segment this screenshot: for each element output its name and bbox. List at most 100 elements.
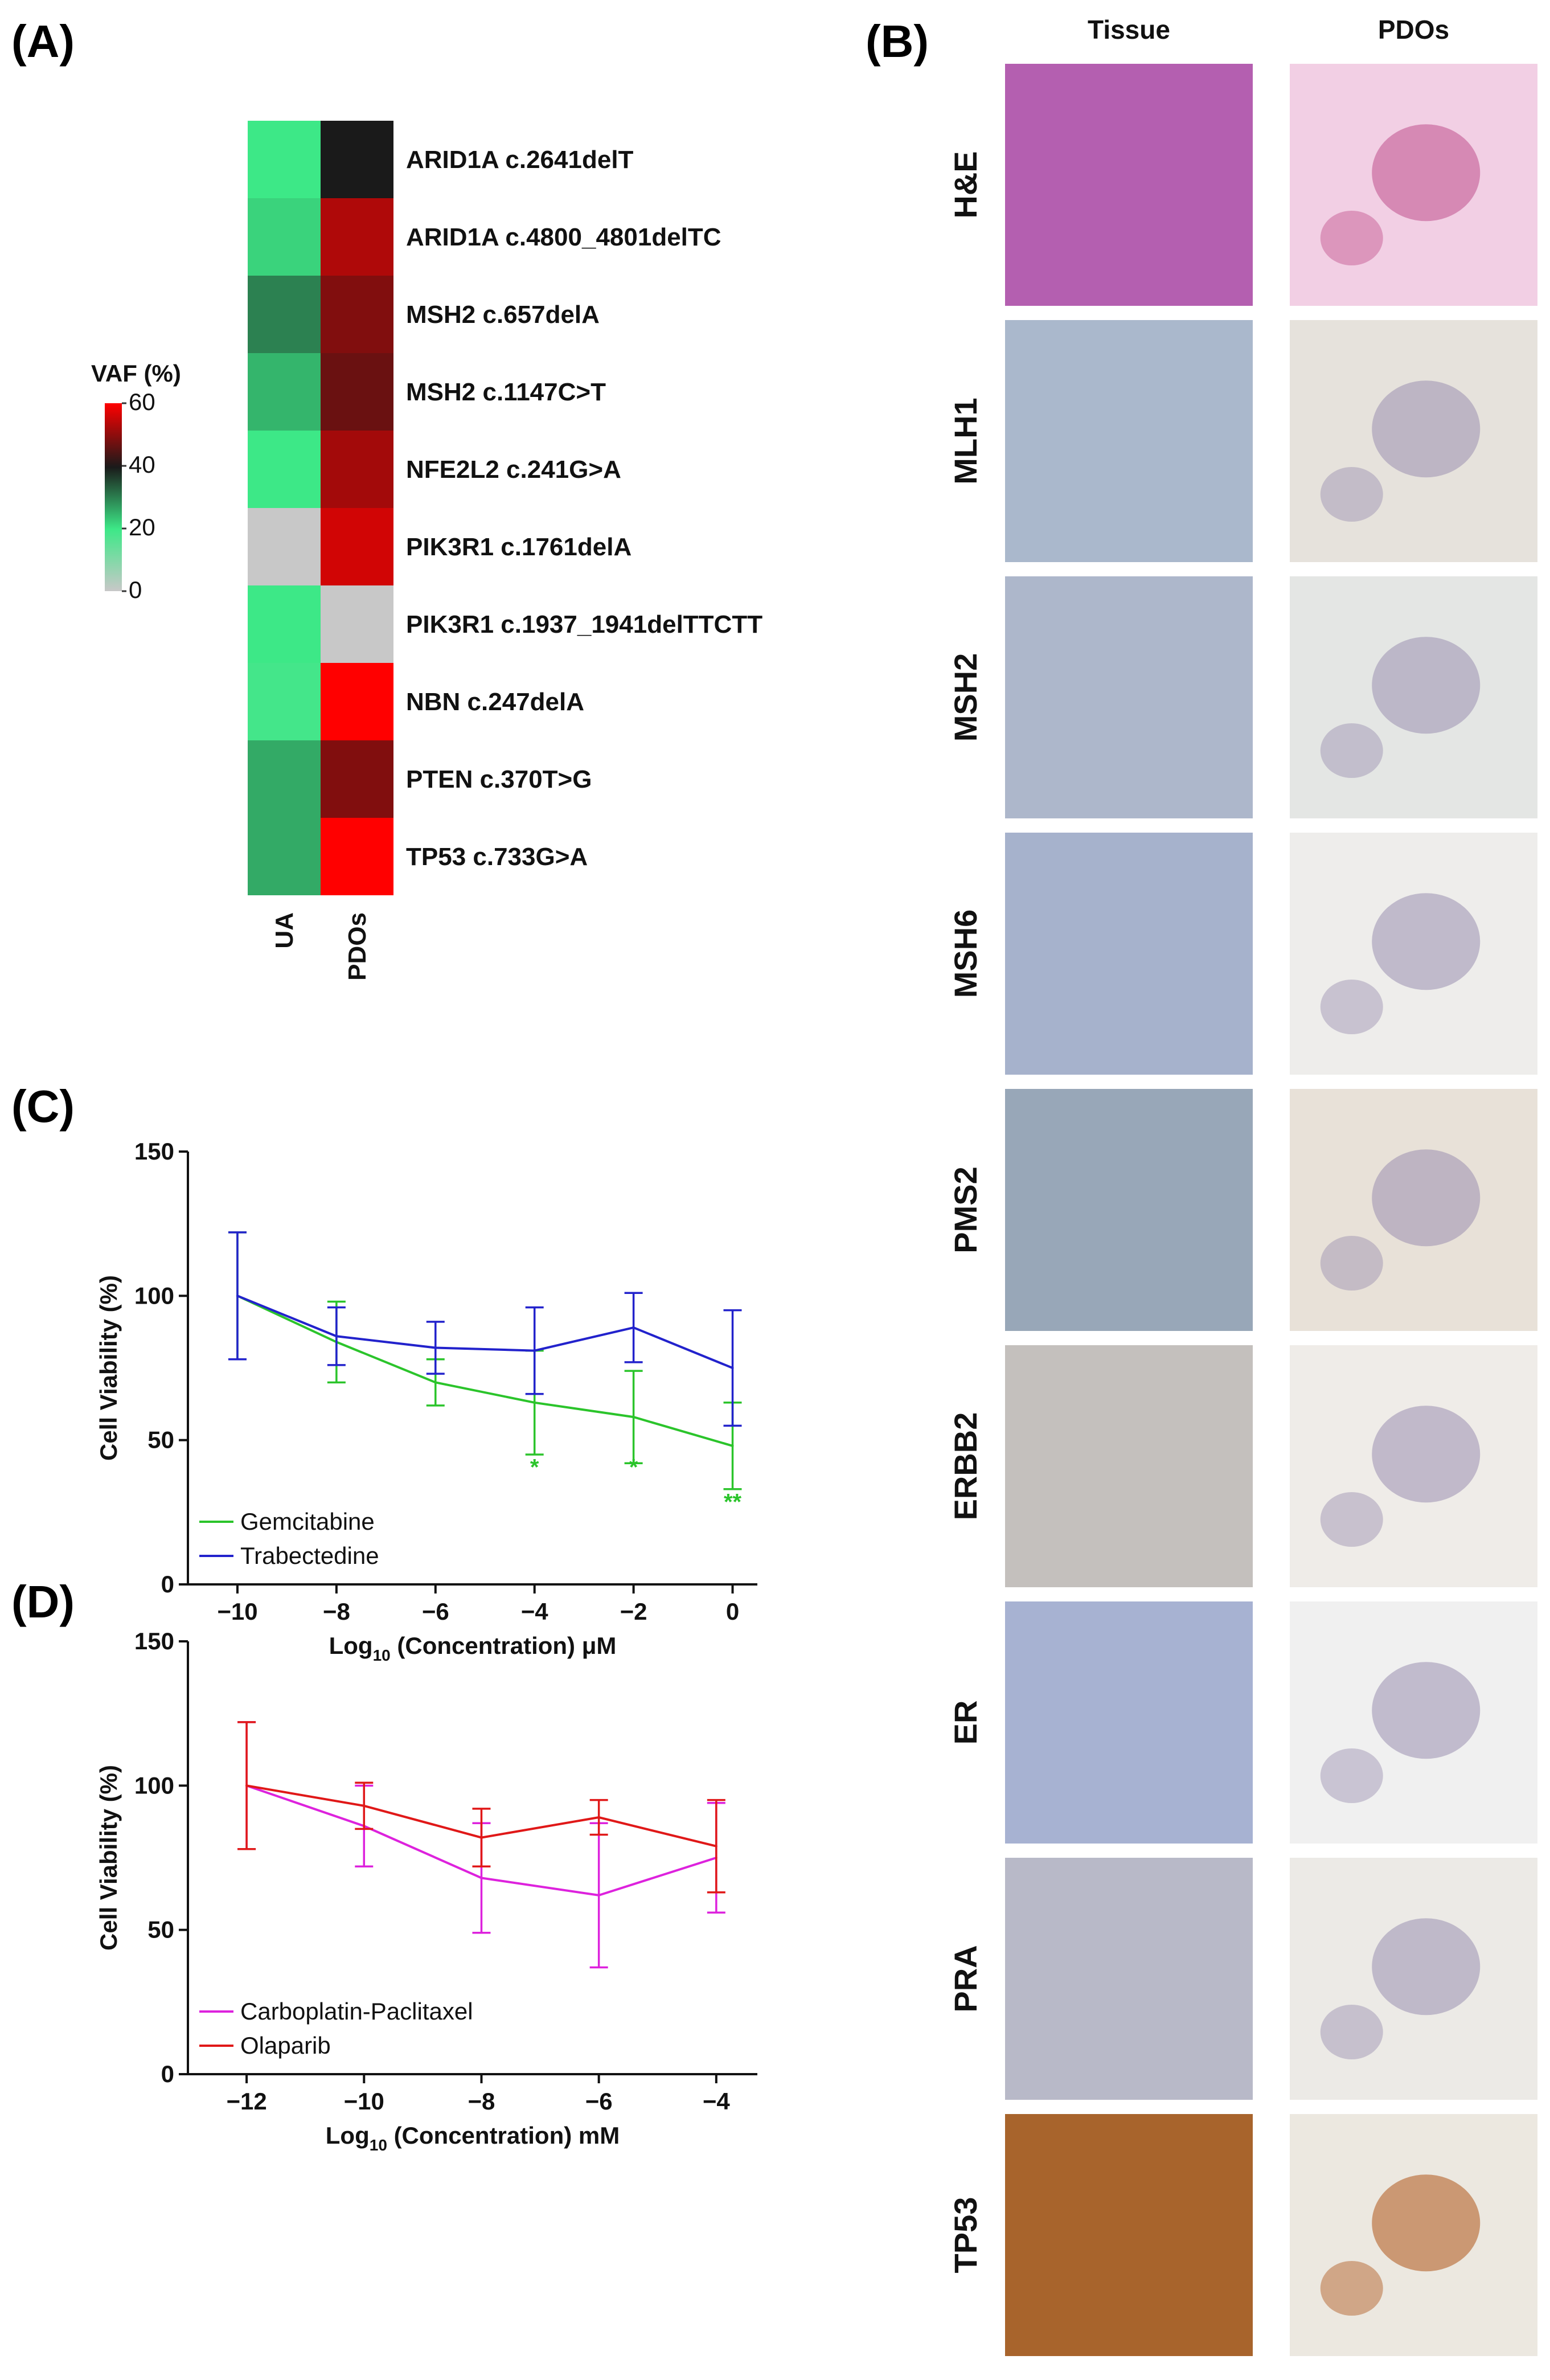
data-point (480, 1836, 483, 1839)
ihc-organoid (1372, 2174, 1481, 2272)
y-tick-label: 150 (134, 1138, 174, 1165)
x-axis-label: Log10 (Concentration) mM (326, 2122, 620, 2154)
y-tick-label: 50 (147, 1427, 174, 1453)
heat-cell-pdos (321, 818, 393, 895)
colorbar-tick-label: 0 (129, 576, 142, 603)
colorbar: VAF (%) 60 40 20 0 (91, 360, 181, 603)
panel-label-b: (B) (866, 16, 929, 67)
data-point (480, 1877, 483, 1879)
heat-cell-ua (248, 663, 321, 740)
series-line (237, 1295, 733, 1447)
chart-c: 0 50 100 150 −10 −8 −6 −4 −2 0 Cell Viability (%) L… (95, 1138, 757, 1664)
x-tick-label: −4 (703, 2088, 731, 2115)
heat-cell-ua (248, 585, 321, 663)
heat-row-label: PTEN c.370T>G (406, 765, 592, 793)
y-tick-label: 50 (147, 1916, 174, 1943)
heat-row-label: TP53 c.733G>A (406, 843, 588, 871)
y-tick-label: 100 (134, 1282, 174, 1309)
x-tick-label: −2 (620, 1598, 647, 1625)
x-tick-label: −8 (468, 2088, 495, 2115)
data-point (597, 1816, 600, 1819)
y-tick-label: 150 (134, 1628, 174, 1654)
heat-row-label: ARID1A c.4800_4801delTC (406, 223, 721, 251)
heat-cell-ua (248, 276, 321, 353)
heat-cell-ua (248, 121, 321, 198)
colorbar-tick-label: 60 (129, 388, 155, 415)
ihc-tissue-image (1005, 320, 1253, 562)
heat-row-label: ARID1A c.2641delT (406, 146, 634, 174)
data-point (597, 1894, 600, 1896)
heat-row-label: MSH2 c.1147C>T (406, 378, 606, 406)
y-axis-label: Cell Viability (%) (95, 1765, 122, 1951)
ihc-column-header: Tissue (1088, 15, 1170, 44)
ihc-organoid (1372, 1149, 1481, 1247)
ihc-tissue-image (1005, 1601, 1253, 1844)
data-point (632, 1326, 635, 1329)
ihc-stain-label: ERBB2 (948, 1412, 983, 1521)
chart-d: 0 50 100 150 −12 −10 −8 −6 −4 Cell Viability (%) L… (95, 1628, 757, 2154)
ihc-stain-label: ER (948, 1701, 983, 1745)
ihc-stain-label: PRA (948, 1945, 983, 2012)
heat-cell-pdos (321, 198, 393, 276)
heat-cell-pdos (321, 508, 393, 585)
x-tick-label: −4 (521, 1598, 549, 1625)
heat-row-label: PIK3R1 c.1937_1941delTTCTT (406, 611, 762, 638)
heat-cell-ua (248, 740, 321, 818)
panel-label-d: (D) (11, 1576, 75, 1627)
data-point (236, 1295, 239, 1297)
ihc-tissue-image (1005, 1089, 1253, 1331)
panel-label-a: (A) (11, 16, 75, 67)
x-tick-label: −10 (217, 1598, 257, 1625)
x-tick-label: −6 (585, 2088, 613, 2115)
heat-cell-ua (248, 353, 321, 431)
heat-cell-ua (248, 198, 321, 276)
heat-cell-pdos (321, 121, 393, 198)
legend-label: Olaparib (240, 2032, 331, 2059)
heat-row-label: PIK3R1 c.1761delA (406, 533, 632, 561)
ihc-tissue-image (1005, 1345, 1253, 1587)
series-trabectedine (228, 1231, 742, 1427)
panel-label-c: (C) (11, 1081, 75, 1132)
ihc-organoid (1372, 124, 1481, 222)
legend-label: Gemcitabine (240, 1508, 375, 1535)
legend-label: Trabectedine (240, 1542, 379, 1569)
data-point (434, 1346, 437, 1349)
y-axis-label: Cell Viability (%) (95, 1275, 122, 1461)
heat-cell-pdos (321, 585, 393, 663)
ihc-organoid (1320, 723, 1383, 778)
ihc-organoid (1320, 2261, 1383, 2316)
x-tick-label: 0 (726, 1598, 739, 1625)
data-point (715, 1845, 717, 1848)
ihc-organoid (1320, 2005, 1383, 2059)
x-tick-label: −10 (344, 2088, 384, 2115)
ihc-stain-label: PMS2 (948, 1166, 983, 1254)
data-point (245, 1784, 248, 1787)
significance-marker: * (629, 1455, 638, 1480)
ihc-organoid (1372, 1406, 1481, 1503)
data-point (731, 1367, 734, 1369)
x-tick-label: −6 (422, 1598, 449, 1625)
ihc-tissue-image (1005, 576, 1253, 818)
series-gemcitabine (228, 1231, 742, 1490)
heat-cell-ua (248, 508, 321, 585)
heat-column-label: UA (270, 912, 298, 949)
x-tick-label: −12 (226, 2088, 266, 2115)
ihc-stain-label: MSH2 (948, 653, 983, 742)
colorbar-tick-label: 20 (129, 514, 155, 540)
heat-cell-pdos (321, 431, 393, 508)
data-point (632, 1416, 635, 1419)
y-tick-label: 100 (134, 1772, 174, 1799)
data-point (363, 1804, 366, 1807)
series-olaparib (237, 1721, 725, 1894)
ihc-organoid (1320, 467, 1383, 522)
x-axis-label: Log10 (Concentration) μM (329, 1632, 617, 1664)
data-point (731, 1444, 734, 1447)
ihc-tissue-image (1005, 64, 1253, 306)
heat-cell-pdos (321, 740, 393, 818)
colorbar-tick-label: 40 (129, 451, 155, 478)
ihc-organoid (1320, 980, 1383, 1034)
data-point (533, 1401, 536, 1404)
ihc-organoid (1372, 380, 1481, 478)
ihc-grid: Tissue PDOs H&E MLH1 MSH2 MSH6 PMS2 ERBB2 ER PRA T… (948, 15, 1537, 2356)
